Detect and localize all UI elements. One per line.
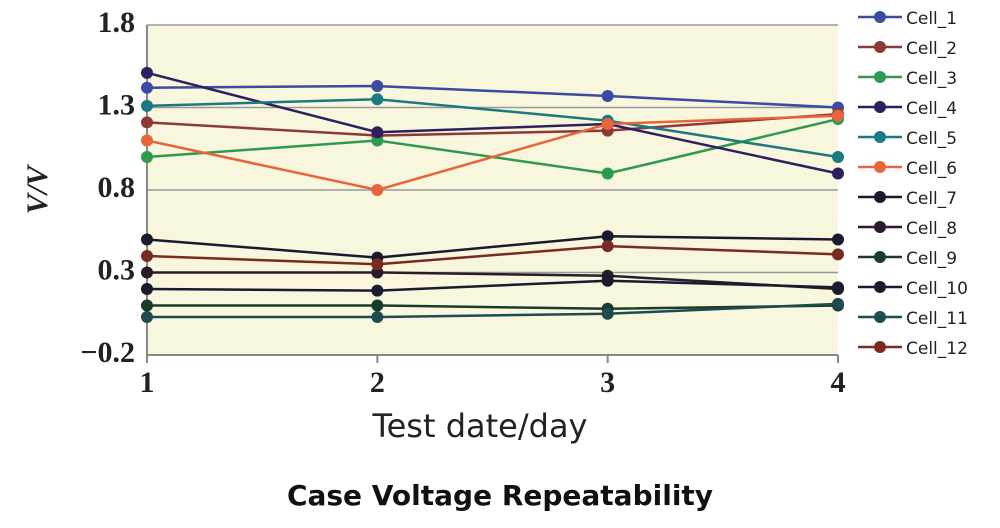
data-point [371, 258, 384, 271]
data-point [832, 248, 844, 261]
data-point [601, 230, 614, 243]
data-point [601, 240, 614, 253]
series-line [147, 302, 839, 319]
series-line [147, 304, 839, 311]
legend-label: Cell_5 [906, 129, 957, 149]
legend-label: Cell_4 [906, 99, 957, 119]
series-line [146, 84, 839, 109]
data-point [371, 311, 384, 324]
legend-marker [874, 101, 886, 113]
series-line [146, 279, 839, 292]
x-tick-label: 4 [831, 366, 846, 399]
data-point [141, 299, 153, 312]
series-line [146, 114, 839, 192]
legend-marker [874, 341, 886, 353]
y-axis-label: V/V [21, 163, 54, 214]
x-tick-label: 1 [140, 366, 155, 399]
data-point [141, 250, 153, 262]
legend-marker [874, 161, 886, 173]
legend-marker [874, 131, 886, 143]
series-line [146, 234, 839, 259]
legend-label: Cell_6 [906, 159, 957, 179]
y-tick-label: 1.3 [98, 88, 136, 121]
data-point [371, 134, 384, 147]
data-point [371, 184, 384, 196]
data-point [832, 281, 844, 294]
legend-marker [874, 311, 886, 323]
data-point [371, 126, 384, 139]
data-point [832, 167, 844, 180]
data-point [371, 284, 384, 297]
data-point [141, 81, 153, 94]
legend-label: Cell_11 [906, 309, 968, 329]
legend-label: Cell_10 [906, 279, 968, 299]
data-point [141, 134, 153, 147]
series-line [146, 97, 839, 159]
data-point [371, 80, 384, 93]
x-axis-label: Test date/day [372, 407, 588, 445]
legend-label: Cell_1 [906, 9, 957, 29]
legend-marker [874, 281, 886, 293]
data-point [141, 311, 153, 324]
x-tick-label: 3 [600, 366, 615, 399]
y-tick-label: 1.8 [98, 6, 136, 39]
legend-label: Cell_2 [906, 39, 957, 59]
data-point [601, 118, 614, 130]
data-point [141, 266, 153, 279]
data-point [141, 151, 153, 163]
y-tick-label: 0.3 [98, 253, 136, 286]
legend-marker [874, 11, 886, 23]
legend-label: Cell_7 [906, 189, 957, 209]
data-point [832, 151, 844, 163]
legend-marker [874, 221, 886, 233]
data-point [601, 274, 614, 287]
legend-label: Cell_8 [906, 219, 957, 239]
data-point [141, 116, 153, 129]
data-point [141, 99, 153, 112]
legend-marker [874, 251, 886, 263]
y-tick-label: −0.2 [80, 336, 135, 369]
data-point [371, 266, 384, 279]
legend-label: Cell_9 [906, 249, 957, 269]
data-point [141, 233, 153, 246]
x-tick-label: 2 [370, 366, 385, 399]
data-point [371, 93, 384, 106]
series-line [146, 244, 839, 266]
chart-title: Case Voltage Repeatability [287, 479, 713, 512]
series-line [147, 271, 839, 291]
data-point [601, 167, 614, 180]
data-point [832, 297, 844, 310]
data-point [832, 233, 844, 246]
y-tick-label: 0.8 [98, 171, 136, 204]
data-point [832, 109, 844, 122]
series-line [146, 112, 839, 137]
legend-marker [874, 191, 886, 203]
data-point [601, 307, 614, 320]
data-point [371, 299, 384, 312]
legend-marker [874, 41, 886, 53]
legend-marker [874, 71, 886, 83]
legend-label: Cell_12 [906, 339, 968, 359]
data-point [601, 89, 614, 102]
data-point [141, 66, 153, 79]
legend-label: Cell_3 [906, 69, 957, 89]
data-point [141, 283, 153, 295]
